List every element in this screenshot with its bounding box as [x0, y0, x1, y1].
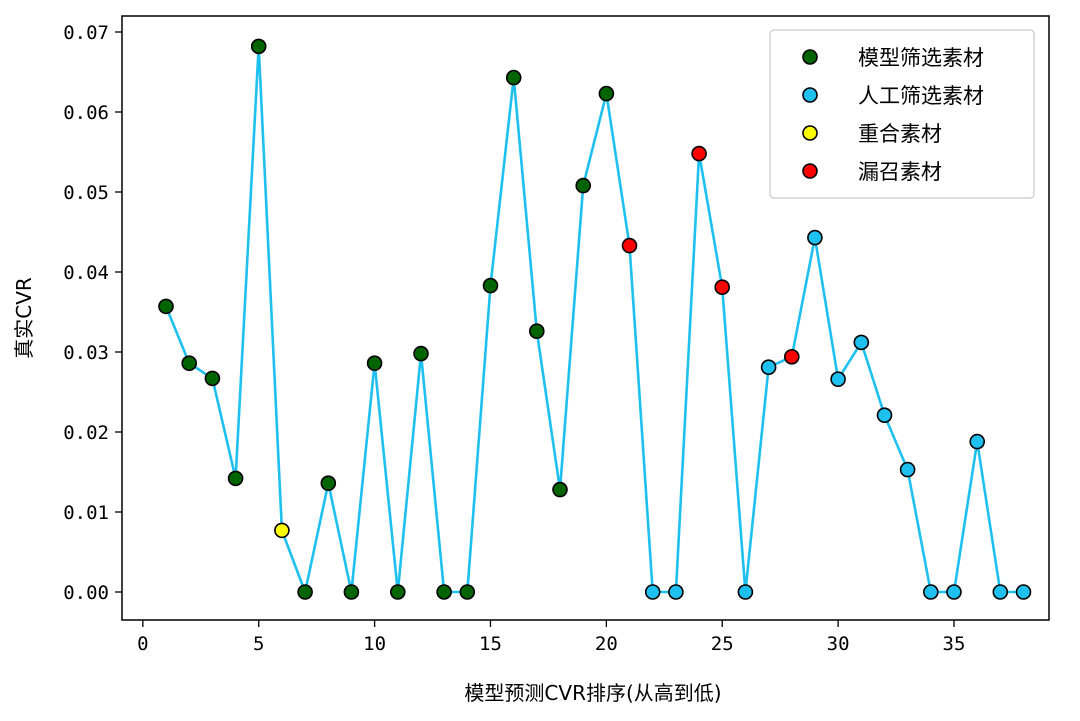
y-tick-label: 0.00 — [63, 582, 109, 604]
series-line — [164, 45, 1024, 594]
legend-marker — [802, 163, 818, 179]
legend-label: 人工筛选素材 — [858, 84, 984, 108]
data-point — [644, 584, 661, 600]
data-point — [343, 584, 360, 600]
data-point — [204, 370, 221, 387]
y-tick-label: 0.01 — [63, 502, 109, 524]
plot-area — [158, 38, 1032, 600]
data-point — [297, 584, 313, 600]
y-tick-label: 0.03 — [63, 342, 109, 364]
data-point — [691, 145, 707, 162]
data-point — [807, 229, 823, 246]
data-point — [528, 323, 545, 340]
data-point — [621, 237, 638, 254]
x-tick-label: 20 — [595, 633, 618, 655]
data-point — [714, 279, 731, 296]
data-point — [876, 407, 893, 424]
data-point — [946, 584, 962, 600]
data-point — [227, 470, 244, 487]
data-point — [320, 475, 337, 492]
data-point — [922, 584, 939, 600]
data-point — [760, 359, 777, 376]
data-point — [598, 85, 615, 102]
y-axis-label: 真实CVR — [12, 277, 36, 359]
legend-label: 重合素材 — [858, 122, 942, 146]
data-point — [969, 433, 986, 450]
data-point — [181, 355, 197, 372]
data-point — [1015, 584, 1032, 600]
x-axis-label: 模型预测CVR排序(从高到低) — [464, 681, 721, 705]
data-point — [899, 461, 916, 478]
legend-box — [769, 29, 1035, 199]
data-point — [552, 481, 568, 498]
y-tick-label: 0.06 — [63, 102, 109, 124]
x-tick-label: 35 — [943, 633, 966, 655]
data-point — [992, 584, 1009, 600]
data-point — [853, 334, 870, 351]
data-point — [668, 584, 684, 600]
data-point — [737, 584, 754, 600]
legend-marker — [802, 49, 818, 65]
legend-marker — [802, 87, 818, 103]
data-point — [366, 355, 383, 372]
data-point — [274, 522, 290, 539]
data-point — [505, 69, 522, 86]
axes: 0 5 10 15 20 25 30 35 0.00 0.01 0.02 0.03 0.04 0.05 0.… — [63, 15, 1050, 655]
y-tick-label: 0.05 — [63, 182, 109, 204]
x-tick-label: 15 — [479, 633, 502, 655]
data-point — [783, 348, 800, 365]
legend-marker — [802, 125, 818, 141]
data-point — [389, 584, 406, 600]
legend-label: 漏召素材 — [858, 160, 942, 184]
data-point — [413, 345, 429, 362]
y-tick-label: 0.02 — [63, 422, 109, 444]
y-tick-label: 0.07 — [63, 22, 109, 44]
data-point — [459, 584, 476, 600]
legend-label: 模型筛选素材 — [858, 46, 984, 70]
x-tick-label: 10 — [363, 633, 386, 655]
data-point — [575, 177, 592, 194]
x-tick-label: 30 — [827, 633, 850, 655]
x-tick-label: 5 — [253, 633, 264, 655]
x-tick-label: 25 — [711, 633, 734, 655]
data-point — [436, 584, 452, 600]
data-point — [158, 298, 174, 315]
data-point — [830, 371, 846, 388]
data-point — [482, 277, 499, 294]
x-tick-label: 0 — [137, 633, 148, 655]
plot-frame — [121, 15, 1050, 621]
y-tick-label: 0.04 — [63, 262, 109, 284]
data-point — [250, 38, 267, 55]
